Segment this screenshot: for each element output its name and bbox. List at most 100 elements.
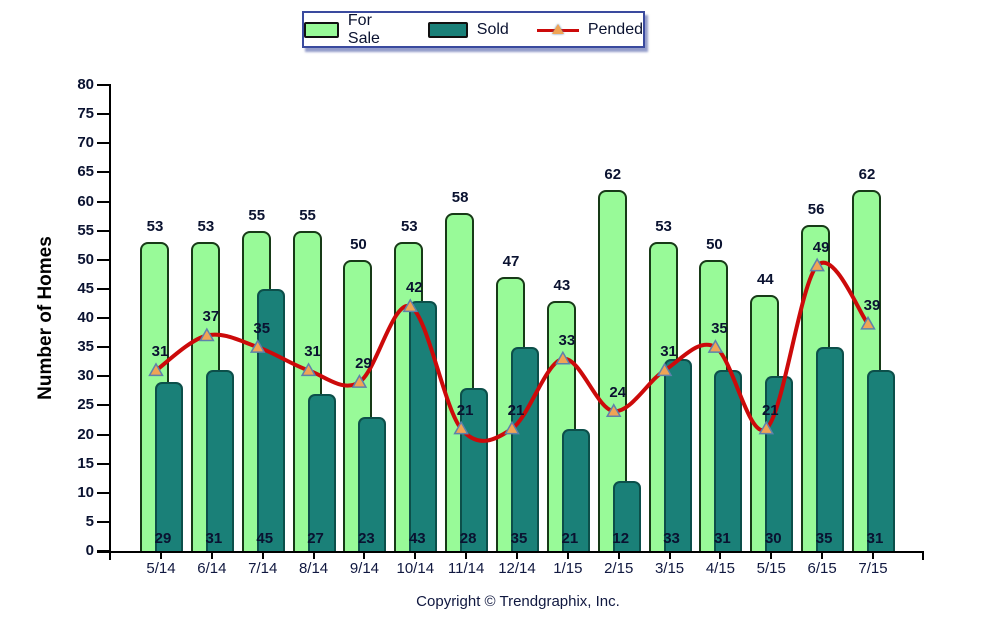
label-sold-7/15: 31 <box>866 530 884 547</box>
label-pended-7/14: 35 <box>253 320 271 338</box>
label-for-sale-12/14: 47 <box>502 253 520 271</box>
y-tick <box>97 84 110 86</box>
label-pended-8/14: 31 <box>304 343 321 361</box>
x-tick <box>465 551 468 559</box>
bar-sold-6/15 <box>816 347 845 551</box>
x-tick-label: 7/14 <box>248 560 278 577</box>
y-tick-label: 15 <box>77 454 94 472</box>
bar-sold-8/14 <box>307 393 336 551</box>
y-tick-label: 30 <box>77 367 94 385</box>
label-for-sale-7/14: 55 <box>248 206 266 224</box>
y-tick <box>97 520 110 523</box>
copyright-text: Copyright © Trendgraphix, Inc. <box>416 593 620 610</box>
x-tick-label: 7/15 <box>858 560 888 577</box>
x-tick-label: 10/14 <box>396 560 435 577</box>
label-pended-9/14: 29 <box>355 355 372 373</box>
y-axis-title: Number of Homes <box>35 236 56 400</box>
label-pended-4/15: 35 <box>711 320 728 338</box>
y-tick-label: 55 <box>77 221 94 239</box>
label-sold-12/14: 35 <box>510 530 528 547</box>
y-tick-label: 0 <box>85 542 94 559</box>
label-sold-9/14: 23 <box>358 530 375 547</box>
y-tick-label: 70 <box>77 134 94 152</box>
x-tick <box>261 551 264 559</box>
label-sold-7/14: 45 <box>256 530 274 547</box>
x-tick-label: 4/15 <box>705 560 736 577</box>
x-tick-label: 6/15 <box>807 560 837 577</box>
label-for-sale-5/14: 53 <box>146 218 164 236</box>
bar-sold-7/15 <box>866 370 895 551</box>
label-sold-1/15: 21 <box>561 530 579 547</box>
y-tick <box>97 287 110 290</box>
label-pended-5/14: 31 <box>151 343 169 361</box>
label-pended-7/15: 39 <box>863 296 881 314</box>
x-tick <box>312 551 315 559</box>
label-for-sale-8/14: 55 <box>299 206 316 224</box>
legend-item-for-sale: For Sale <box>304 12 400 48</box>
bar-sold-12/14 <box>510 347 539 551</box>
x-tick-label: 5/14 <box>146 560 176 577</box>
legend-label-pended: Pended <box>587 20 643 38</box>
x-axis-end-tick <box>109 551 111 560</box>
pended-line-marker-icon <box>536 23 579 37</box>
y-tick-label: 10 <box>77 483 94 501</box>
x-tick <box>414 551 417 559</box>
y-tick-label: 40 <box>77 309 94 326</box>
label-for-sale-11/14: 58 <box>451 189 469 207</box>
legend-label-sold: Sold <box>476 20 509 38</box>
label-sold-10/14: 43 <box>408 530 426 547</box>
label-for-sale-5/15: 44 <box>756 270 774 288</box>
label-sold-2/15: 12 <box>612 530 630 547</box>
label-sold-4/15: 31 <box>714 530 731 547</box>
label-pended-10/14: 42 <box>405 279 423 297</box>
legend-item-pended: Pended <box>536 20 643 39</box>
bar-sold-3/15 <box>663 358 692 551</box>
y-tick <box>97 317 110 319</box>
label-sold-5/14: 29 <box>154 530 172 547</box>
label-for-sale-6/14: 53 <box>197 218 215 236</box>
label-for-sale-1/15: 43 <box>553 276 571 294</box>
y-tick <box>97 550 110 552</box>
label-sold-8/14: 27 <box>307 530 324 547</box>
x-tick-label: 5/15 <box>756 560 786 577</box>
bar-sold-10/14 <box>409 300 438 551</box>
label-pended-5/15: 21 <box>761 401 779 419</box>
label-sold-6/15: 35 <box>815 530 833 547</box>
label-for-sale-10/14: 53 <box>400 218 418 236</box>
y-tick-label: 20 <box>77 425 94 443</box>
y-tick-label: 75 <box>77 105 94 123</box>
y-tick-label: 35 <box>77 338 94 356</box>
x-axis-end-tick <box>922 551 924 560</box>
x-tick <box>160 551 162 559</box>
x-tick <box>871 551 874 559</box>
y-tick <box>97 113 110 116</box>
y-tick <box>97 462 110 465</box>
x-tick <box>363 551 366 559</box>
x-tick <box>210 551 213 559</box>
y-tick <box>97 142 110 145</box>
x-tick-label: 11/14 <box>447 560 485 577</box>
y-tick <box>97 491 110 494</box>
y-tick <box>97 200 110 203</box>
y-tick-label: 65 <box>77 163 94 181</box>
bar-sold-2/15 <box>612 481 641 551</box>
x-tick-label: 6/14 <box>197 560 227 577</box>
x-tick-label: 2/15 <box>604 560 634 577</box>
label-pended-3/15: 31 <box>660 343 677 361</box>
x-tick-label: 1/15 <box>553 560 583 577</box>
label-for-sale-6/15: 56 <box>807 200 825 218</box>
x-tick-label: 8/14 <box>298 560 329 577</box>
label-pended-1/15: 33 <box>558 331 576 349</box>
y-axis-line <box>109 84 111 553</box>
y-tick-label: 45 <box>77 279 94 297</box>
x-tick-label: 12/14 <box>498 560 536 577</box>
label-pended-6/15: 49 <box>812 238 830 256</box>
x-tick <box>617 551 620 559</box>
x-tick <box>668 551 671 559</box>
bar-sold-4/15 <box>714 370 743 551</box>
label-for-sale-3/15: 53 <box>655 218 672 236</box>
x-tick <box>566 551 569 559</box>
y-tick <box>97 346 110 349</box>
y-tick <box>97 404 110 407</box>
